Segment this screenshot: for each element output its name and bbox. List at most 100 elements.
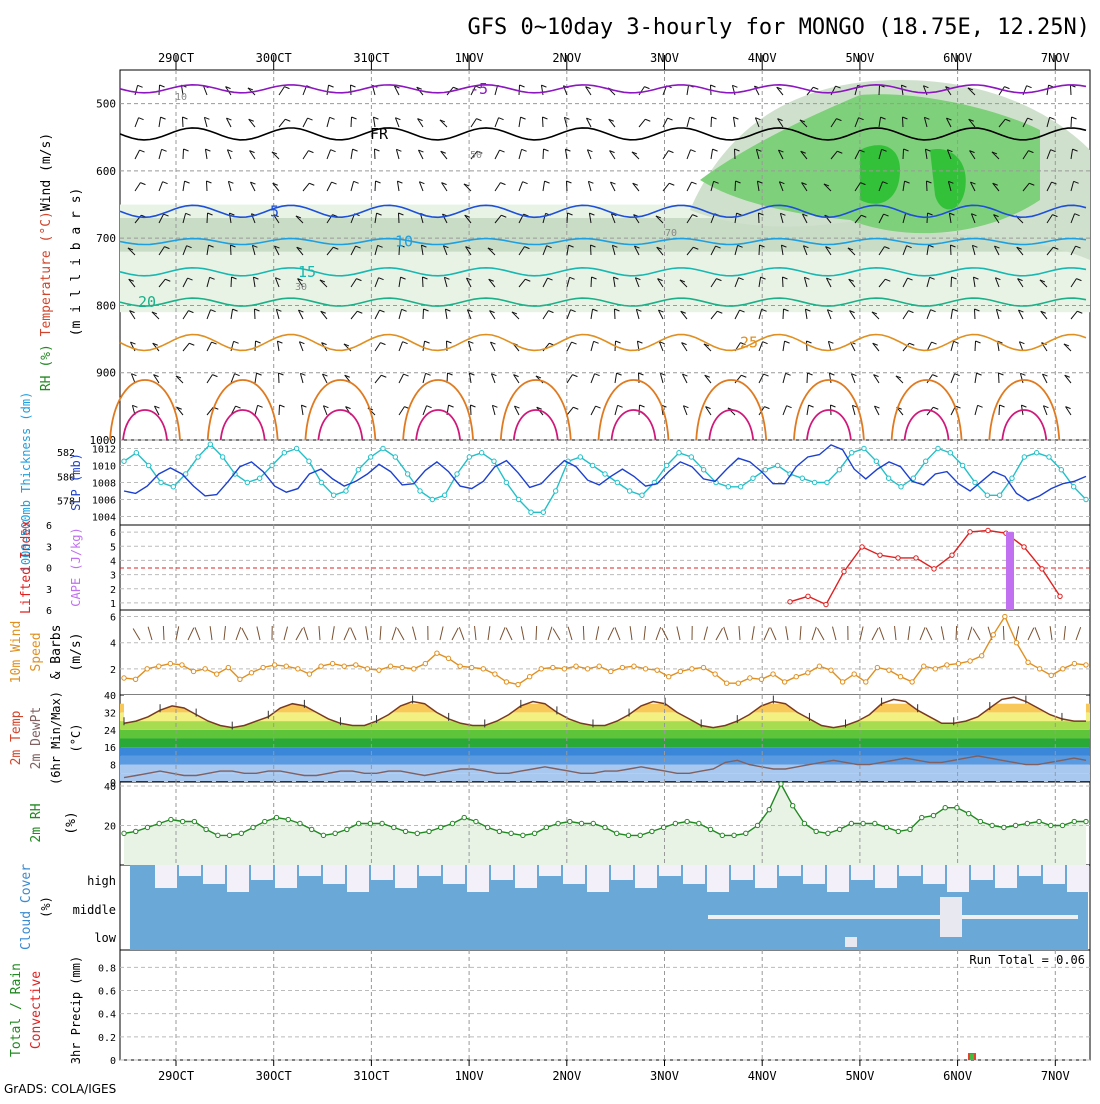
rh-point bbox=[1049, 823, 1053, 827]
wind-barb bbox=[351, 181, 354, 191]
wind-barb-flag bbox=[500, 150, 505, 152]
cloud-gap bbox=[659, 865, 681, 876]
cloud-gap bbox=[755, 865, 777, 888]
slp-point bbox=[1010, 476, 1014, 480]
wind-barb bbox=[615, 373, 617, 383]
chart-title: GFS 0~10day 3-hourly for MONGO (18.75E, … bbox=[467, 15, 1090, 40]
rh-point bbox=[849, 821, 853, 825]
wind-barb-flag bbox=[668, 151, 673, 153]
wind-barb bbox=[543, 181, 545, 191]
wind-barb bbox=[135, 183, 140, 191]
cross-section-ylabel-text: RH (%) Temperature (°C)Wind (m/s) bbox=[39, 133, 54, 391]
wind-speed-point bbox=[678, 669, 682, 673]
slp-point bbox=[738, 485, 742, 489]
wind-speed-point bbox=[319, 664, 323, 668]
wind-barb bbox=[733, 117, 735, 127]
surface-wind-barb bbox=[941, 626, 944, 640]
slp-point bbox=[122, 459, 126, 463]
rh-point bbox=[661, 825, 665, 829]
wind-barb-flag bbox=[787, 406, 792, 408]
surface-wind-barb bbox=[1050, 626, 1052, 640]
cloud-gap bbox=[971, 865, 993, 880]
wind-speed-point bbox=[864, 680, 868, 684]
rh-ylabel: 2m RH bbox=[29, 803, 44, 842]
wind-barb bbox=[279, 87, 284, 95]
wind-tick-label: 6 bbox=[110, 613, 116, 624]
cloud-gap bbox=[1019, 865, 1041, 876]
slp-point bbox=[381, 446, 385, 450]
rh-tick-label: 40 bbox=[104, 782, 116, 793]
temp-tick-label: 32 bbox=[104, 708, 116, 719]
wind-barb bbox=[469, 373, 471, 383]
wind-barb-flag bbox=[710, 85, 715, 87]
wind-barb-flag bbox=[403, 342, 408, 344]
wind-speed-point bbox=[887, 668, 891, 672]
date-tick-bottom: 29OCT bbox=[158, 1069, 194, 1083]
wind-barb bbox=[951, 374, 955, 383]
slp-point bbox=[220, 455, 224, 459]
wind-barb bbox=[735, 181, 736, 191]
wind-barb-flag bbox=[329, 85, 334, 87]
rh-point bbox=[497, 829, 501, 833]
wind-barb-flag bbox=[138, 85, 143, 87]
surface-wind-barb bbox=[242, 628, 248, 640]
isotherm-arch-hot bbox=[905, 410, 949, 440]
surface-wind-barb bbox=[1064, 626, 1065, 640]
temp-color-band bbox=[120, 739, 1090, 748]
slp-point bbox=[763, 468, 767, 472]
cloud-gap bbox=[395, 865, 417, 888]
cape-tick-label: 3 bbox=[110, 571, 116, 582]
wind-barb bbox=[759, 374, 764, 383]
cape-tick-label: 4 bbox=[110, 556, 116, 567]
date-tick-bottom: 4NOV bbox=[748, 1069, 777, 1083]
wind-barb-flag bbox=[808, 373, 813, 375]
wind-speed-point bbox=[1026, 660, 1030, 664]
wind-barb bbox=[663, 118, 668, 127]
rh-point bbox=[708, 827, 712, 831]
wind-barb-flag bbox=[691, 150, 696, 152]
wind-barb bbox=[734, 149, 735, 159]
surface-wind-barb bbox=[210, 626, 212, 640]
wind-speed-point bbox=[145, 667, 149, 671]
wind-barb bbox=[327, 182, 332, 191]
rh-point bbox=[521, 833, 525, 837]
temp-ylabel-a-text: 2m Temp bbox=[9, 710, 24, 765]
slp-tick-label: 1010 bbox=[92, 462, 116, 473]
wind-barb bbox=[423, 406, 427, 415]
wind-barb-flag bbox=[257, 373, 262, 375]
wind-speed-point bbox=[296, 667, 300, 671]
rh-point bbox=[779, 782, 783, 786]
wind-speed-point bbox=[806, 671, 810, 675]
wind-barb-flag bbox=[1004, 87, 1009, 89]
wind-speed-point bbox=[400, 665, 404, 669]
wind-barb bbox=[758, 213, 759, 223]
surface-wind-barb bbox=[786, 626, 788, 640]
wind-speed-point bbox=[724, 681, 728, 685]
wind-barb bbox=[519, 117, 521, 127]
wind-barb-flag bbox=[976, 341, 981, 343]
surface-wind-barb bbox=[724, 627, 728, 640]
wind-barb bbox=[519, 182, 523, 191]
slp-point bbox=[196, 455, 200, 459]
wind-barb-flag bbox=[764, 407, 769, 409]
slp-point bbox=[553, 489, 557, 493]
wind-barb-flag bbox=[476, 119, 481, 121]
rh-point bbox=[791, 804, 795, 808]
slp-point bbox=[529, 510, 533, 514]
wind-barb bbox=[975, 405, 978, 415]
rh-point bbox=[145, 825, 149, 829]
wind-speed-point bbox=[713, 672, 717, 676]
slp-point bbox=[886, 476, 890, 480]
surface-wind-barb bbox=[296, 628, 303, 640]
surface-wind-barb bbox=[195, 627, 200, 640]
slp-tick-label: 1008 bbox=[92, 479, 116, 490]
rh-point bbox=[978, 819, 982, 823]
wind-barb bbox=[279, 405, 280, 415]
lifted-index-point bbox=[986, 528, 990, 532]
precip-legend-total-text: Total / Rain bbox=[9, 963, 24, 1057]
wind-speed-point bbox=[1037, 667, 1041, 671]
surface-wind-barb bbox=[764, 628, 769, 640]
wind-barb bbox=[230, 245, 231, 255]
rh-point bbox=[251, 825, 255, 829]
rh-point bbox=[884, 825, 888, 829]
